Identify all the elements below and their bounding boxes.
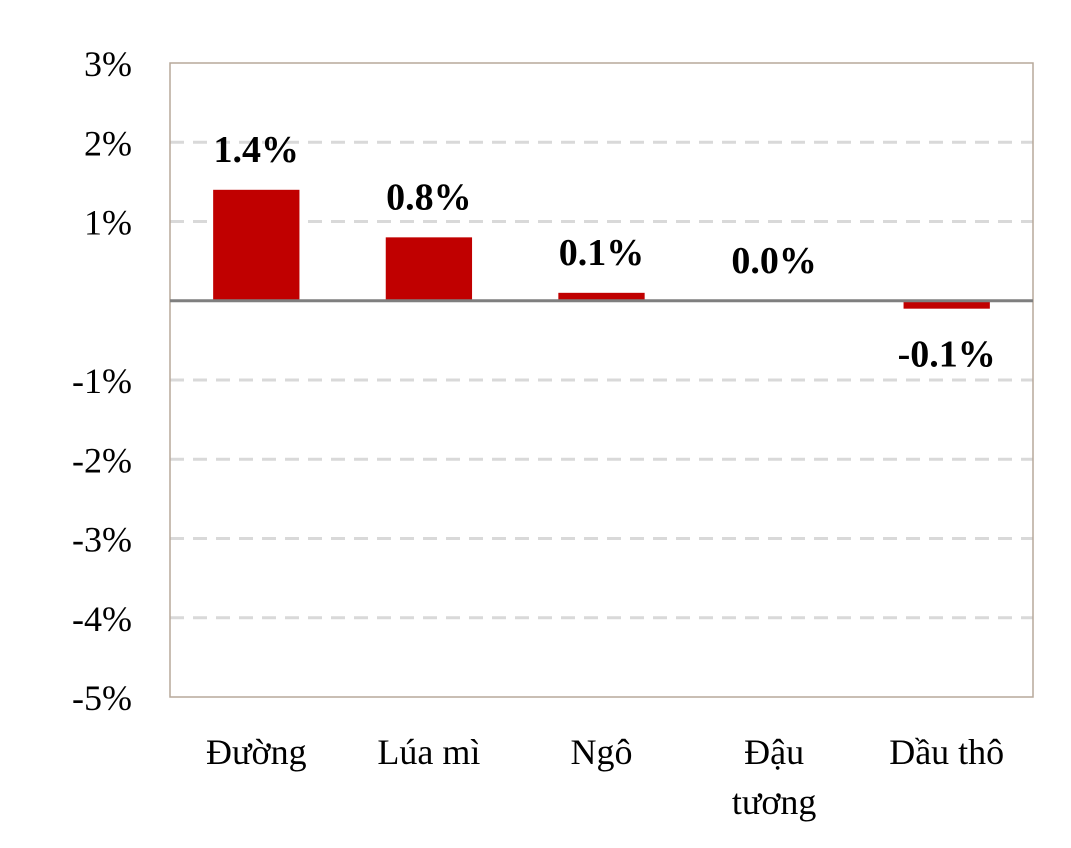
y-tick-label: 1% <box>84 203 132 243</box>
data-label: 0.0% <box>731 240 817 282</box>
y-tick-label: -2% <box>72 440 132 480</box>
gridlines <box>170 140 1033 620</box>
plot-area-frame <box>169 62 1034 698</box>
x-category-label: Ngô <box>571 732 633 772</box>
x-axis-category-labels: Đường Lúa mì Ngô Đậu tương Dầu thô <box>206 732 1004 822</box>
y-tick-label: -3% <box>72 520 132 560</box>
x-category-label: Đường <box>206 732 307 772</box>
bar <box>558 292 645 301</box>
bar <box>213 189 300 301</box>
data-labels: 1.4% 0.8% 0.1% 0.0% -0.1% <box>214 129 996 376</box>
data-label: -0.1% <box>898 334 996 376</box>
x-category-label: Dầu thô <box>889 732 1004 772</box>
y-tick-label: 2% <box>84 123 132 163</box>
data-label: 1.4% <box>214 129 300 171</box>
bar <box>903 300 990 309</box>
bar <box>385 237 473 301</box>
data-label: 0.8% <box>386 176 472 218</box>
y-tick-label: -5% <box>72 678 132 718</box>
y-axis-tick-labels: 3% 2% 1% -1% -2% -3% -4% -5% <box>72 44 132 718</box>
y-tick-label: 3% <box>84 44 132 84</box>
bars <box>213 189 990 309</box>
data-label: 0.1% <box>559 232 645 274</box>
x-category-label: Đậu <box>744 732 804 772</box>
y-tick-label: -1% <box>72 361 132 401</box>
x-category-label: tương <box>732 782 817 822</box>
x-category-label: Lúa mì <box>377 732 480 772</box>
y-tick-label: -4% <box>72 599 132 639</box>
